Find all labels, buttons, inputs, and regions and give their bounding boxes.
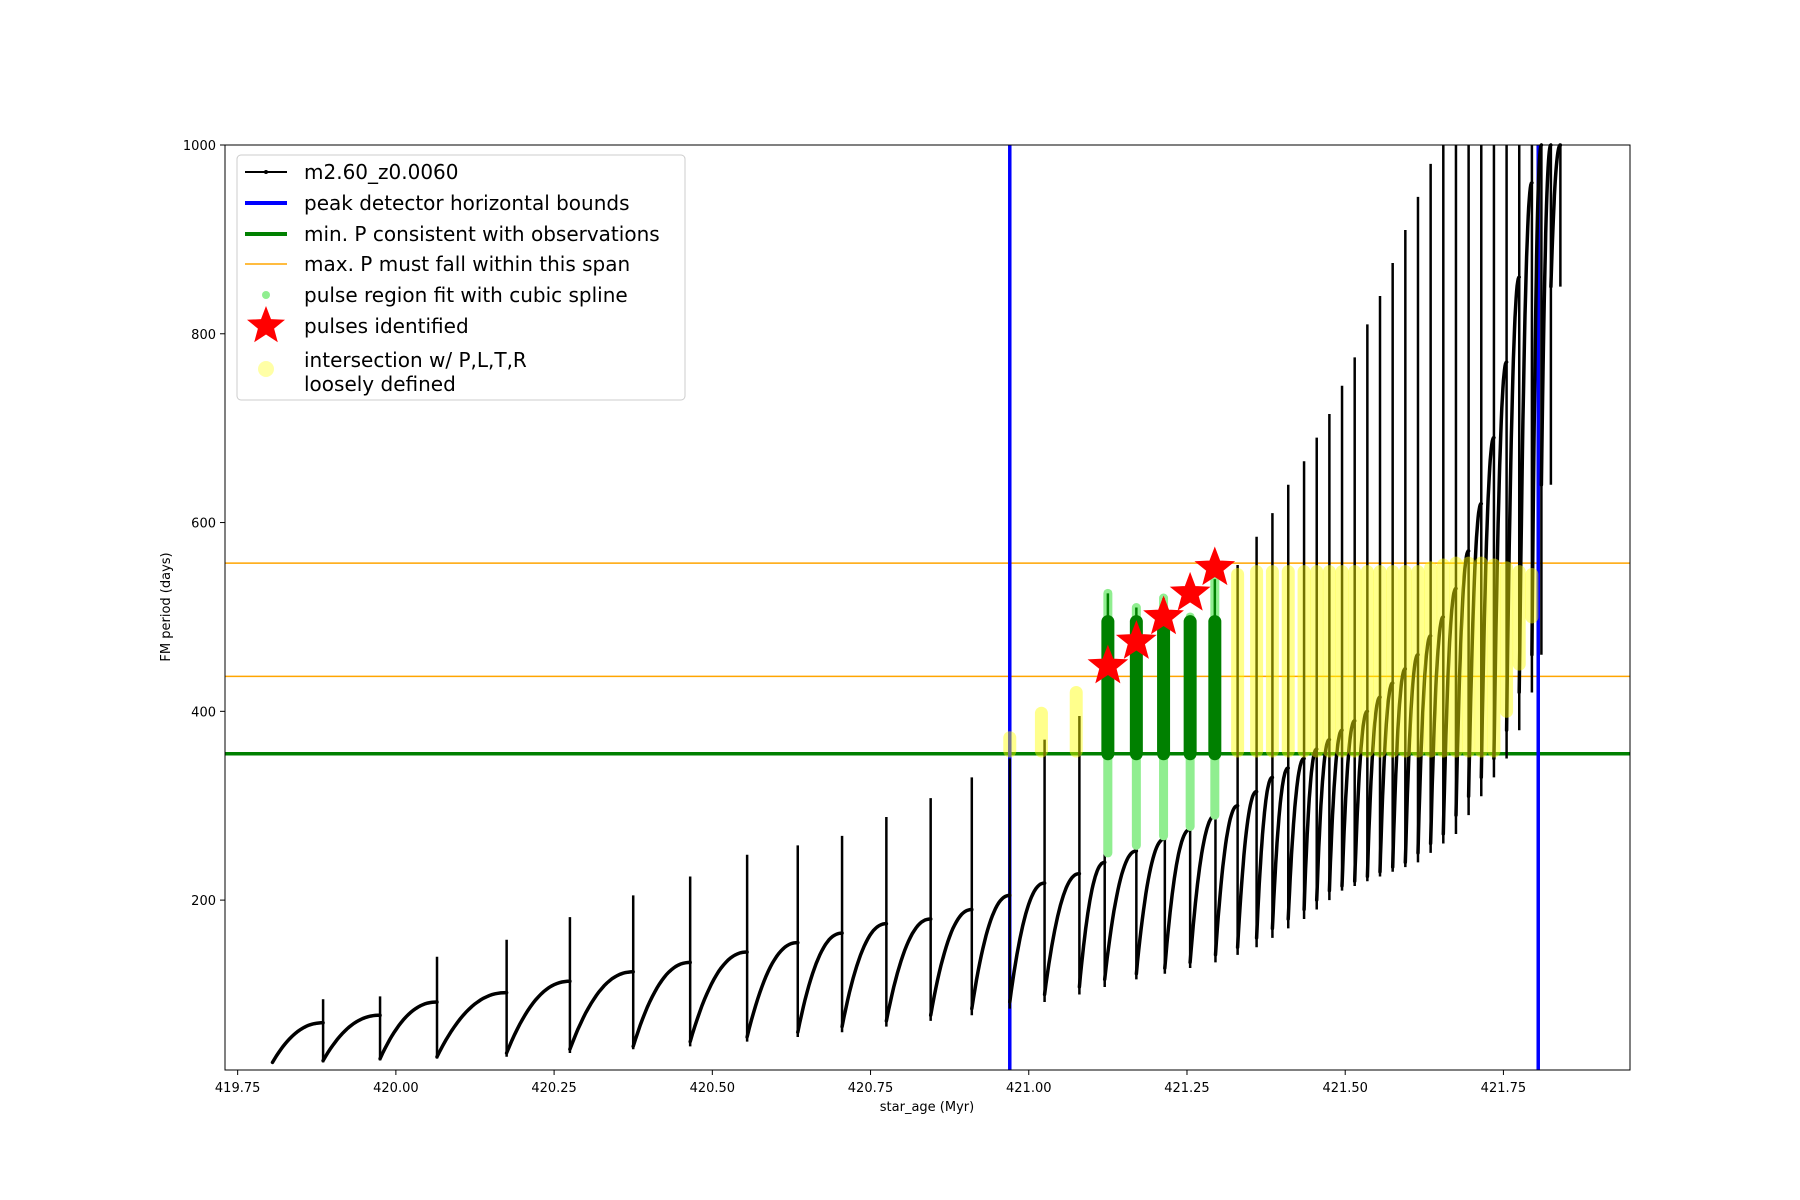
- model-curve: [1403, 652, 1420, 865]
- model-curve: [1378, 681, 1395, 874]
- model-curve: [1134, 837, 1167, 976]
- model-curve: [1077, 860, 1107, 989]
- model-curve: [504, 979, 572, 1055]
- x-tick-label: 420.25: [531, 1081, 577, 1096]
- x-axis-label: star_age (Myr): [880, 1100, 974, 1115]
- model-curve: [1479, 435, 1496, 780]
- pulse-star: [1115, 620, 1157, 659]
- model-curve: [1517, 181, 1534, 695]
- model-curve: [1270, 766, 1290, 931]
- model-curve: [928, 907, 974, 1018]
- legend-intersection-swatch: [258, 361, 274, 377]
- legend-label-line: loosely defined: [304, 372, 456, 396]
- x-tick-label: 420.50: [690, 1081, 736, 1096]
- y-tick-label: 600: [191, 517, 216, 532]
- model-curve: [970, 893, 1012, 1011]
- pulse-star: [1169, 571, 1211, 611]
- model-curve: [1441, 586, 1458, 836]
- legend-label: pulses identified: [304, 314, 469, 338]
- pulse-star: [1087, 644, 1129, 684]
- model-curve: [1254, 775, 1275, 940]
- model-curve: [1416, 634, 1433, 855]
- legend-label: peak detector horizontal bounds: [304, 191, 630, 215]
- y-tick-label: 800: [191, 328, 216, 343]
- highlight-marks: [1003, 546, 1539, 858]
- model-curve: [270, 1021, 325, 1065]
- model-curve: [1163, 827, 1192, 970]
- x-tick-label: 420.75: [848, 1081, 894, 1096]
- legend-star-swatch: [247, 306, 285, 343]
- legend-label-line: max. P must fall within this span: [304, 252, 630, 276]
- model-curve: [1466, 501, 1484, 799]
- model-curve: [1539, 143, 1553, 487]
- model-curve: [1530, 143, 1544, 657]
- model-curve: [1340, 719, 1357, 888]
- model-curve: [1352, 709, 1370, 883]
- legend-label-line: peak detector horizontal bounds: [304, 191, 630, 215]
- model-curve: [1428, 615, 1446, 846]
- legend-label: min. P consistent with observations: [304, 222, 660, 246]
- legend-label-line: min. P consistent with observations: [304, 222, 660, 246]
- model-curve: [1302, 747, 1319, 912]
- legend-label: pulse region fit with cubic spline: [304, 283, 628, 307]
- legend-label: max. P must fall within this span: [304, 252, 630, 276]
- legend-label-line: pulse region fit with cubic spline: [304, 283, 628, 307]
- pulse-star: [1194, 546, 1236, 586]
- y-tick-label: 1000: [183, 139, 216, 154]
- model-curve: [1492, 360, 1509, 761]
- y-axis-label: FM period (days): [159, 552, 174, 661]
- model-curve: [1102, 849, 1139, 982]
- model-curve: [796, 931, 844, 1034]
- legend-spline-swatch: [262, 291, 270, 299]
- y-tick-label: 400: [191, 705, 216, 720]
- model-curve: [688, 950, 749, 1044]
- model-curve: [1286, 756, 1306, 921]
- x-tick-label: 421.25: [1164, 1081, 1210, 1096]
- model-curve: [1327, 728, 1344, 893]
- plot-frame: [224, 144, 1631, 1071]
- model-curve: [568, 970, 635, 1051]
- x-tick-label: 421.50: [1322, 1081, 1368, 1096]
- model-curve: [435, 990, 509, 1059]
- model-curve: [1390, 667, 1408, 869]
- x-tick-label: 419.75: [215, 1081, 261, 1096]
- model-curve: [1549, 143, 1563, 289]
- x-tick-label: 421.75: [1481, 1081, 1527, 1096]
- x-tick-label: 421.00: [1006, 1081, 1052, 1096]
- model-curve: [1213, 803, 1240, 957]
- model-curve: [1008, 881, 1047, 1004]
- model-curve: [1454, 549, 1471, 817]
- model-curve: [1188, 813, 1218, 965]
- model-track: [270, 143, 1563, 1065]
- legend-box: [236, 154, 686, 401]
- model-curve: [321, 1013, 382, 1063]
- model-curve: [378, 1000, 439, 1061]
- model-curve: [745, 940, 800, 1039]
- legend-label-line: m2.60_z0.0060: [304, 160, 459, 184]
- legend-label-line: pulses identified: [304, 314, 469, 338]
- legend-label: intersection w/ P,L,T,R loosely defined: [304, 348, 527, 396]
- model-curve: [1042, 871, 1082, 997]
- legend-label: m2.60_z0.0060: [304, 160, 459, 184]
- model-curve: [840, 921, 889, 1029]
- y-tick-label: 200: [191, 894, 216, 909]
- model-curve: [1314, 737, 1332, 902]
- model-curve: [631, 960, 692, 1049]
- legend-label-line: intersection w/ P,L,T,R: [304, 348, 527, 372]
- x-tick-label: 420.00: [373, 1081, 419, 1096]
- pulse-star: [1143, 595, 1184, 635]
- axis-ticks: 419.75 420.00 420.25 420.50 420.75 421.00 421.…: [183, 139, 1526, 1096]
- legend-model-dot: [264, 170, 268, 174]
- model-curve: [1504, 275, 1521, 732]
- model-curve: [1365, 695, 1382, 879]
- model-curve: [884, 917, 933, 1023]
- model-curve: [1235, 789, 1259, 950]
